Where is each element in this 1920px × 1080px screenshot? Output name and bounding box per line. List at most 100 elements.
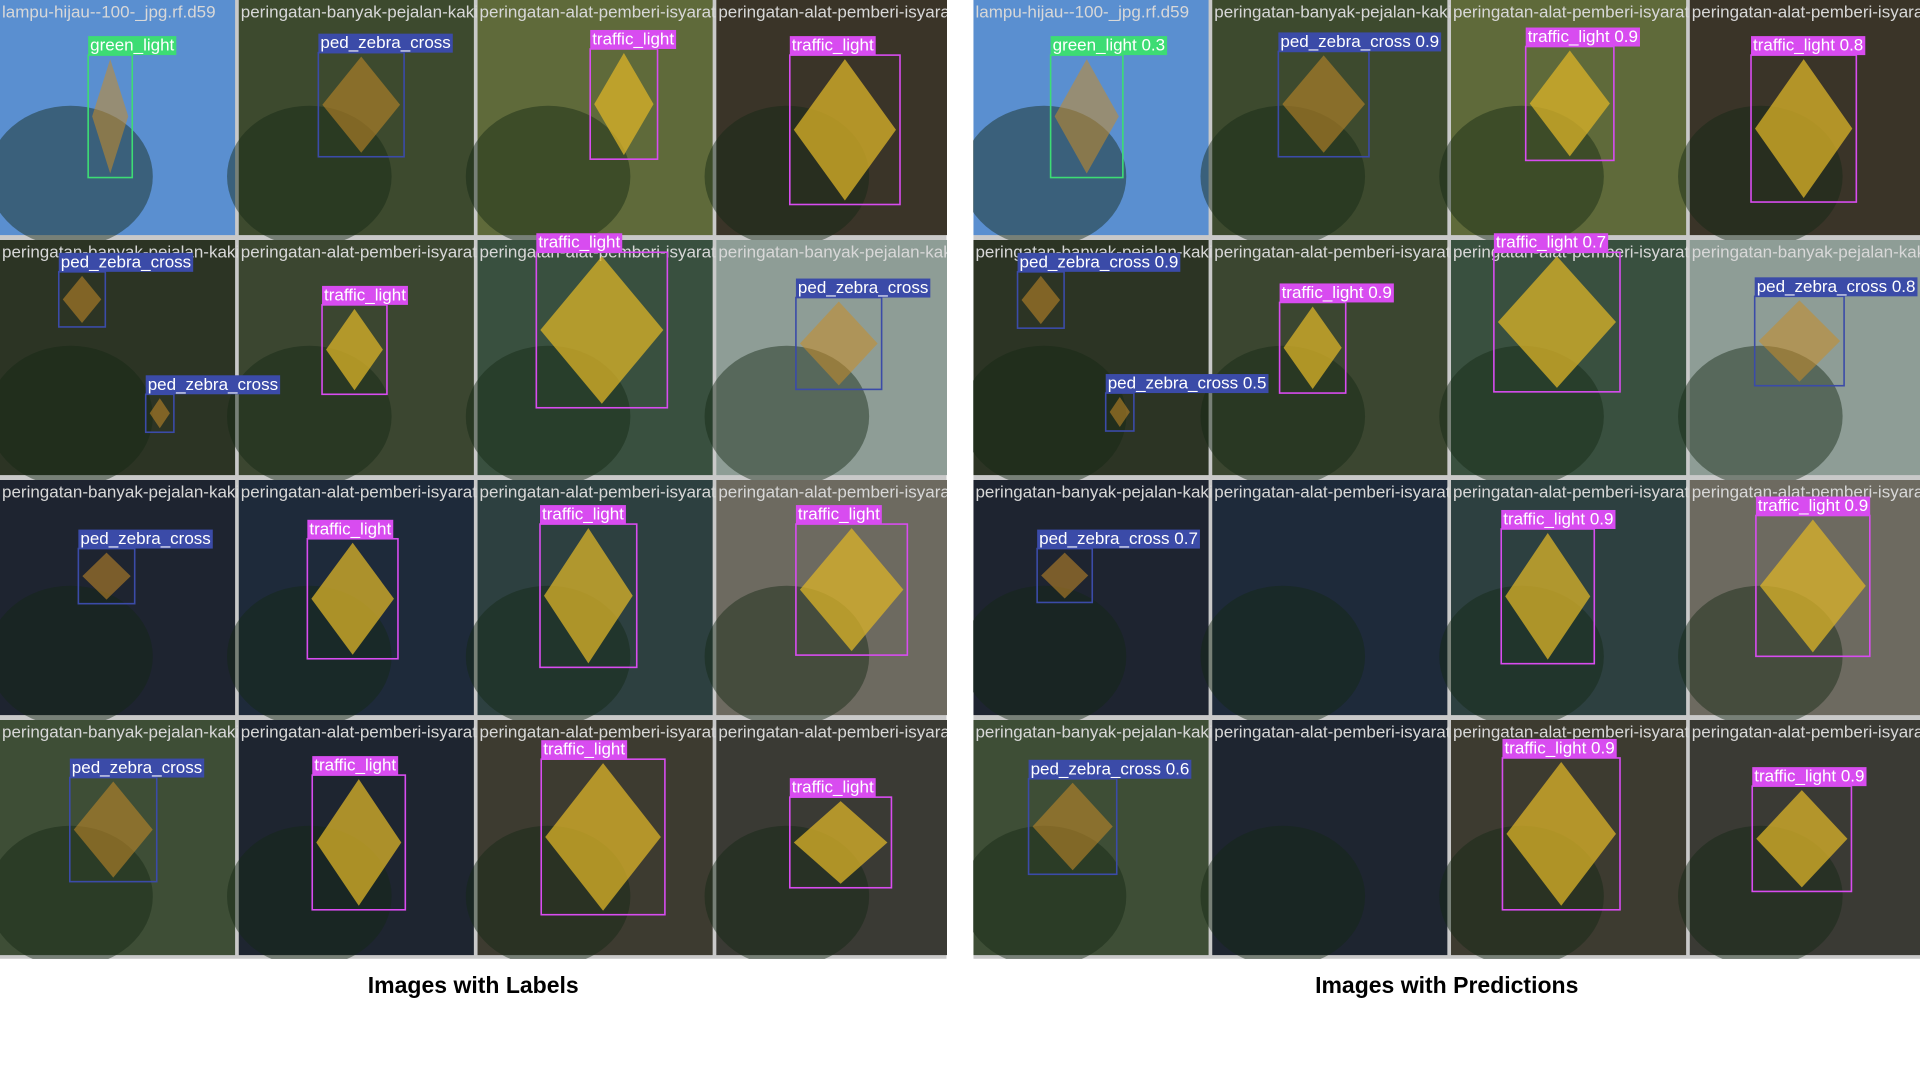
sign bbox=[540, 256, 664, 404]
sign bbox=[326, 308, 383, 391]
box-label-background bbox=[1279, 283, 1394, 303]
box-label: traffic_light 0.9 bbox=[1282, 283, 1392, 302]
box-label-background bbox=[69, 758, 205, 778]
sign bbox=[1282, 55, 1365, 153]
box-label-background bbox=[1493, 233, 1609, 253]
file-name: peringatan-banyak-pejalan-kaki bbox=[718, 242, 955, 261]
box-label-background bbox=[1278, 32, 1442, 52]
foliage bbox=[1678, 345, 1843, 487]
sign bbox=[82, 552, 131, 600]
sign bbox=[1054, 59, 1119, 174]
file-name: peringatan-alat-pemberi-isyarat bbox=[1453, 722, 1690, 741]
foliage bbox=[0, 585, 153, 727]
sign bbox=[1109, 397, 1130, 428]
box-label: ped_zebra_cross bbox=[148, 375, 278, 394]
panel-caption: Images with Predictions bbox=[1315, 972, 1578, 998]
file-name: peringatan-alat-pemberi-isyarat bbox=[1214, 722, 1451, 741]
sign bbox=[544, 528, 633, 664]
file-name: peringatan-alat-pemberi-isyarat bbox=[241, 482, 478, 501]
image-tile bbox=[1212, 720, 1448, 956]
box-label-background bbox=[1105, 374, 1269, 394]
image-tile bbox=[0, 480, 236, 716]
sign bbox=[1497, 256, 1616, 388]
foliage bbox=[1439, 345, 1604, 487]
foliage bbox=[0, 345, 153, 487]
box-label: ped_zebra_cross bbox=[72, 758, 202, 777]
box-label: traffic_light bbox=[792, 36, 874, 55]
file-name: peringatan-banyak-pejalan-kaki bbox=[2, 722, 239, 741]
box-label: traffic_light 0.9 bbox=[1758, 496, 1868, 515]
sign bbox=[1283, 306, 1342, 390]
box-label-background bbox=[307, 519, 394, 539]
file-name: peringatan-alat-pemberi-isyarat bbox=[1692, 2, 1920, 21]
foliage bbox=[465, 105, 631, 247]
box-label-background bbox=[318, 33, 453, 53]
box-label: ped_zebra_cross 0.7 bbox=[1039, 529, 1198, 548]
box-label-background bbox=[536, 233, 623, 253]
box-label-background bbox=[541, 740, 628, 760]
file-name: peringatan-alat-pemberi-isyarat bbox=[241, 722, 478, 741]
foliage bbox=[704, 345, 870, 487]
box-label: ped_zebra_cross bbox=[320, 33, 450, 52]
foliage bbox=[227, 105, 392, 247]
box-label-background bbox=[1754, 277, 1918, 297]
foliage bbox=[973, 345, 1127, 487]
box-label-background bbox=[88, 36, 177, 56]
sign bbox=[1506, 761, 1616, 906]
box-label-background bbox=[312, 756, 399, 776]
box-label-background bbox=[322, 285, 408, 305]
foliage bbox=[973, 825, 1127, 959]
box-label: traffic_light bbox=[538, 233, 620, 252]
file-name: peringatan-alat-pemberi-isyarat bbox=[718, 2, 955, 21]
sign bbox=[1759, 519, 1866, 653]
box-label-background bbox=[145, 375, 281, 395]
box-label-background bbox=[795, 505, 882, 525]
box-label: traffic_light bbox=[798, 505, 880, 524]
sign bbox=[1041, 552, 1089, 599]
file-name: peringatan-alat-pemberi-isyarat bbox=[1214, 242, 1451, 261]
sign bbox=[1758, 300, 1841, 382]
box-label: ped_zebra_cross 0.6 bbox=[1031, 759, 1190, 778]
box-label: traffic_light 0.9 bbox=[1503, 509, 1613, 528]
sign bbox=[1756, 790, 1848, 888]
sign bbox=[316, 779, 402, 906]
box-label: ped_zebra_cross 0.9 bbox=[1280, 32, 1439, 51]
foliage bbox=[973, 585, 1127, 727]
box-label-background bbox=[789, 36, 876, 56]
file-name: lampu-hijau--100-_jpg.rf.d59 bbox=[2, 2, 216, 21]
box-label: ped_zebra_cross bbox=[61, 252, 191, 271]
sign bbox=[149, 398, 170, 429]
box-label: green_light 0.3 bbox=[1053, 36, 1165, 55]
box-label: traffic_light 0.9 bbox=[1504, 738, 1614, 757]
file-name: peringatan-banyak-pejalan-kaki bbox=[975, 722, 1212, 741]
box-label: traffic_light 0.8 bbox=[1753, 36, 1863, 55]
sign bbox=[1529, 50, 1610, 157]
foliage bbox=[1200, 345, 1366, 487]
box-label-background bbox=[1028, 759, 1192, 779]
sign bbox=[1032, 782, 1113, 871]
image-tile bbox=[973, 240, 1209, 476]
box-label: traffic_light 0.9 bbox=[1528, 27, 1638, 46]
panel-caption: Images with Labels bbox=[368, 972, 579, 998]
box-label: traffic_light bbox=[324, 285, 406, 304]
box-label: ped_zebra_cross bbox=[798, 278, 928, 297]
sign bbox=[799, 528, 904, 652]
foliage bbox=[1200, 585, 1366, 727]
box-label: traffic_light bbox=[309, 519, 391, 538]
sign bbox=[1505, 532, 1591, 660]
box-label: traffic_light bbox=[592, 29, 674, 48]
box-label: traffic_light bbox=[543, 740, 625, 759]
box-label: traffic_light 0.7 bbox=[1496, 233, 1606, 252]
sign bbox=[311, 542, 394, 655]
file-name: peringatan-alat-pemberi-isyarat bbox=[718, 722, 955, 741]
file-name: peringatan-alat-pemberi-isyarat bbox=[1692, 722, 1920, 741]
file-name: peringatan-banyak-pejalan-kaki bbox=[1692, 242, 1920, 261]
sign bbox=[73, 781, 153, 878]
sign bbox=[1755, 59, 1853, 199]
image-tile bbox=[1212, 480, 1448, 716]
image-tile bbox=[0, 240, 236, 476]
sign bbox=[799, 301, 878, 386]
box-label-background bbox=[795, 278, 931, 298]
file-name: peringatan-alat-pemberi-isyarat bbox=[718, 482, 955, 501]
